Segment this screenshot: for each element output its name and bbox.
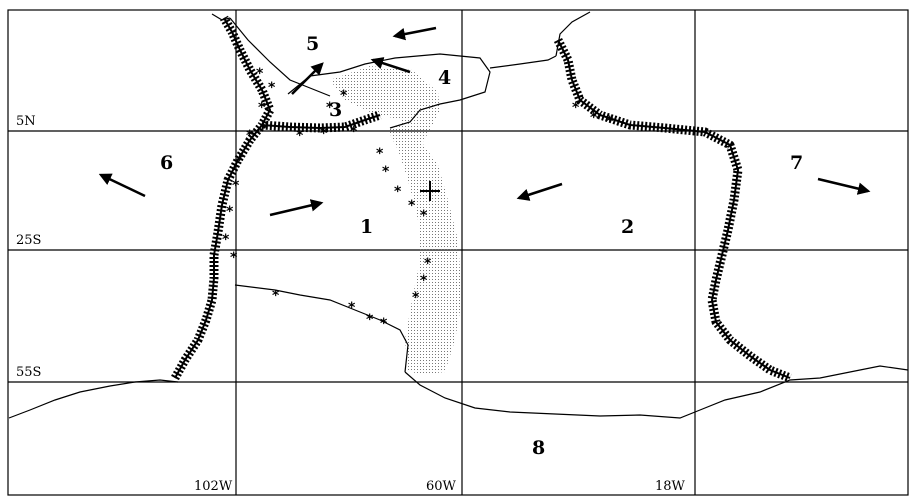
svg-text:*: * <box>420 208 428 224</box>
svg-text:*: * <box>350 124 358 140</box>
svg-text:*: * <box>382 164 390 180</box>
svg-text:*: * <box>268 80 276 96</box>
svg-text:*: * <box>590 110 598 126</box>
svg-text:*: * <box>572 100 580 116</box>
plate-label-3: 3 <box>329 99 342 121</box>
plate-label-8: 8 <box>532 437 545 459</box>
svg-text:*: * <box>246 128 254 144</box>
svg-text:*: * <box>222 232 230 248</box>
svg-text:*: * <box>380 316 388 332</box>
svg-text:*: * <box>420 273 428 289</box>
plate-label-7: 7 <box>790 152 803 174</box>
arrow-plate-1 <box>269 199 324 217</box>
shaded-zones <box>330 66 462 375</box>
map-frame <box>7 9 909 496</box>
svg-text:*: * <box>230 250 238 266</box>
plate-label-6: 6 <box>160 152 173 174</box>
longitude-labels: 102W 60W 18W <box>194 479 686 494</box>
lon-label-60w: 60W <box>426 479 457 494</box>
graticule <box>8 10 908 495</box>
svg-text:*: * <box>326 100 334 116</box>
mid-ocean-ridges <box>171 15 792 383</box>
arrow-plate-4 <box>370 57 411 74</box>
lon-label-18w: 18W <box>655 479 686 494</box>
svg-text:*: * <box>320 126 328 142</box>
svg-text:*: * <box>394 184 402 200</box>
plate-label-5: 5 <box>306 33 319 55</box>
svg-text:*: * <box>236 153 244 169</box>
svg-text:*: * <box>232 178 240 194</box>
svg-text:*: * <box>348 300 356 316</box>
arrow-plate-5 <box>291 62 324 95</box>
plate-labels: 1 2 3 4 5 6 7 8 <box>160 33 803 459</box>
plate-motion-arrows <box>98 26 871 217</box>
svg-text:*: * <box>256 66 264 82</box>
lon-label-102w: 102W <box>194 479 233 494</box>
svg-text:*: * <box>408 198 416 214</box>
arrow-plate-6 <box>98 173 146 198</box>
lat-label-25s: 25S <box>16 233 41 248</box>
latitude-labels: 5N 25S 55S <box>16 114 41 380</box>
plate-label-4: 4 <box>438 67 451 89</box>
svg-text:*: * <box>272 288 280 304</box>
svg-text:*: * <box>606 114 614 130</box>
subduction-markers: * * * * * * * * * * * * * * * * * * * * … <box>222 66 614 332</box>
arrow-plate-5-top <box>392 26 437 41</box>
svg-text:*: * <box>366 312 374 328</box>
svg-text:*: * <box>376 146 384 162</box>
plate-label-1: 1 <box>360 216 373 238</box>
arrow-plate-2 <box>516 182 563 201</box>
plate-boundaries <box>8 11 909 419</box>
svg-text:*: * <box>424 256 432 272</box>
plate-label-2: 2 <box>621 216 634 238</box>
svg-text:*: * <box>340 88 348 104</box>
svg-text:*: * <box>296 128 304 144</box>
lat-label-5n: 5N <box>16 114 36 129</box>
arrow-plate-7 <box>817 177 871 195</box>
cross-marker <box>420 181 440 201</box>
lat-label-55s: 55S <box>16 365 41 380</box>
svg-text:*: * <box>226 204 234 220</box>
svg-text:*: * <box>412 290 420 306</box>
svg-text:*: * <box>258 100 266 116</box>
